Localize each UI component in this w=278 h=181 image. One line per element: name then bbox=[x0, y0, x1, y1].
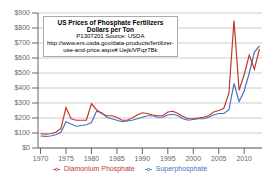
svg-text:1975: 1975 bbox=[58, 155, 74, 162]
svg-text:1990: 1990 bbox=[135, 155, 151, 162]
svg-text:2000: 2000 bbox=[185, 155, 201, 162]
svg-text:$600: $600 bbox=[14, 54, 30, 61]
svg-text:$900: $900 bbox=[14, 9, 30, 16]
svg-text:1980: 1980 bbox=[84, 155, 100, 162]
html-text:use-and-price.aspx#.Uejk/VPqz7: use-and-price.aspx#.Uejk/VPqz7Bk bbox=[63, 47, 158, 53]
svg-text:1970: 1970 bbox=[33, 155, 49, 162]
html-text:Superphosphate: Superphosphate bbox=[155, 165, 208, 172]
html-text:http://www.ers.usda.gov/data-p: http://www.ers.usda.gov/data-products/fe… bbox=[47, 40, 174, 46]
svg-text:$0: $0 bbox=[22, 144, 30, 151]
html-text:Dollars per Ton: Dollars per Ton bbox=[86, 26, 134, 33]
html-text:US Prices of Phosphate Fertili: US Prices of Phosphate Fertilizers bbox=[57, 19, 164, 26]
html-text:P1307201 Source: USDA: P1307201 Source: USDA bbox=[76, 33, 145, 39]
html-text:Diamonium Phosphate: Diamonium Phosphate bbox=[63, 165, 135, 172]
svg-text:$800: $800 bbox=[14, 24, 30, 31]
svg-text:$300: $300 bbox=[14, 99, 30, 106]
svg-text:$200: $200 bbox=[14, 114, 30, 121]
svg-text:2005: 2005 bbox=[211, 155, 227, 162]
svg-text:1995: 1995 bbox=[160, 155, 176, 162]
svg-text:1985: 1985 bbox=[109, 155, 125, 162]
svg-text:$700: $700 bbox=[14, 39, 30, 46]
svg-text:$400: $400 bbox=[14, 84, 30, 91]
svg-text:$100: $100 bbox=[14, 129, 30, 136]
svg-text:2010: 2010 bbox=[236, 155, 252, 162]
svg-text:$500: $500 bbox=[14, 69, 30, 76]
